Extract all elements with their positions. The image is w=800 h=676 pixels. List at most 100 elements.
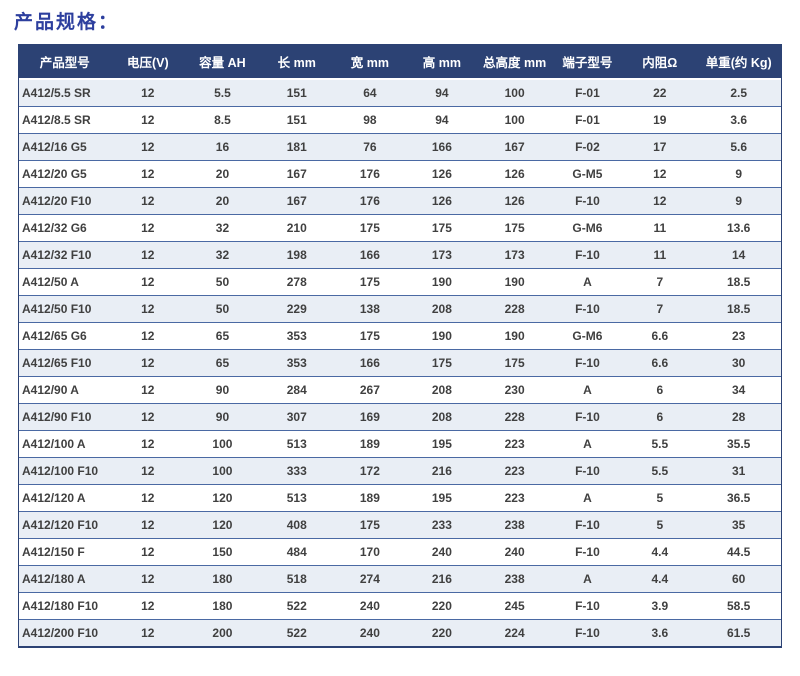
cell-model: A412/100 F10 [22, 463, 99, 478]
cell-resistance: 11 [653, 220, 667, 235]
cell-voltage: 12 [141, 328, 155, 343]
cell-height: 190 [431, 328, 452, 343]
cell-length: 284 [286, 382, 307, 397]
cell-total-height: 245 [504, 598, 525, 613]
cell-capacity: 20 [215, 193, 230, 208]
cell-resistance: 6.6 [651, 328, 669, 343]
cell-length: 518 [286, 571, 307, 586]
table-row: A412/20 F10 12 20 167 176 126 126 F-10 12 9 [19, 187, 781, 214]
cell-width: 175 [359, 220, 380, 235]
cell-weight: 9 [735, 193, 743, 208]
cell-width: 240 [359, 598, 380, 613]
table-row: A412/65 F10 12 65 353 166 175 175 F-10 6.6 30 [19, 349, 781, 376]
cell-capacity: 200 [212, 625, 233, 640]
cell-terminal: A [583, 571, 592, 586]
cell-height: 175 [431, 355, 452, 370]
cell-terminal: F-10 [575, 193, 600, 208]
cell-capacity: 20 [215, 166, 230, 181]
cell-weight: 36.5 [727, 490, 751, 505]
cell-length: 513 [286, 436, 307, 451]
cell-model: A412/180 F10 [22, 598, 99, 613]
table-row: A412/20 G5 12 20 167 176 126 126 G-M5 12 9 [19, 160, 781, 187]
cell-voltage: 12 [141, 220, 155, 235]
cell-resistance: 12 [653, 193, 667, 208]
cell-height: 233 [431, 517, 452, 532]
table-row: A412/8.5 SR 12 8.5 151 98 94 100 F-01 19 3.6 [19, 106, 781, 133]
cell-total-height: 238 [504, 571, 525, 586]
cell-resistance: 3.6 [651, 625, 669, 640]
cell-voltage: 12 [141, 382, 155, 397]
cell-length: 408 [286, 517, 307, 532]
cell-height: 126 [431, 193, 452, 208]
cell-terminal: G-M6 [572, 328, 603, 343]
cell-capacity: 50 [215, 274, 230, 289]
cell-capacity: 90 [215, 409, 230, 424]
col-header-resistance: 内阻Ω [623, 45, 697, 80]
cell-capacity: 65 [215, 328, 230, 343]
cell-height: 190 [431, 274, 452, 289]
cell-height: 173 [431, 247, 452, 262]
cell-voltage: 12 [141, 409, 155, 424]
col-header-voltage: 电压(V) [110, 45, 186, 80]
cell-weight: 5.6 [730, 139, 748, 154]
table-row: A412/120 A 12 120 513 189 195 223 A 5 36.5 [19, 484, 781, 511]
cell-width: 98 [363, 112, 377, 127]
cell-total-height: 230 [504, 382, 525, 397]
cell-terminal: G-M6 [572, 220, 603, 235]
cell-terminal: F-10 [575, 598, 600, 613]
cell-resistance: 12 [653, 166, 667, 181]
cell-voltage: 12 [141, 355, 155, 370]
cell-total-height: 100 [504, 85, 525, 100]
cell-terminal: A [583, 274, 592, 289]
table-row: A412/90 A 12 90 284 267 208 230 A 6 34 [19, 376, 781, 403]
table-row: A412/16 G5 12 16 181 76 166 167 F-02 17 5.6 [19, 133, 781, 160]
cell-length: 198 [286, 247, 307, 262]
cell-weight: 9 [735, 166, 743, 181]
cell-total-height: 238 [504, 517, 525, 532]
cell-height: 208 [431, 301, 452, 316]
cell-length: 167 [286, 166, 307, 181]
cell-capacity: 100 [212, 436, 233, 451]
cell-height: 195 [431, 436, 452, 451]
cell-height: 216 [431, 463, 452, 478]
cell-weight: 35 [732, 517, 746, 532]
col-header-model: 产品型号 [19, 45, 111, 80]
cell-weight: 60 [732, 571, 746, 586]
cell-weight: 2.5 [730, 85, 748, 100]
cell-capacity: 90 [215, 382, 230, 397]
cell-total-height: 175 [504, 220, 525, 235]
col-header-height: 高 mm [406, 45, 478, 80]
cell-terminal: F-01 [575, 112, 600, 127]
cell-resistance: 6 [656, 409, 664, 424]
cell-model: A412/90 F10 [22, 409, 92, 424]
cell-voltage: 12 [141, 166, 155, 181]
cell-width: 138 [359, 301, 380, 316]
cell-height: 166 [431, 139, 452, 154]
cell-resistance: 5.5 [651, 436, 669, 451]
cell-width: 240 [359, 625, 380, 640]
cell-model: A412/120 A [22, 490, 86, 505]
cell-width: 76 [363, 139, 377, 154]
spec-table-container: 产品型号 电压(V) 容量 AH 长 mm 宽 mm 高 mm 总高度 mm 端… [18, 44, 782, 648]
col-header-weight: 单重(约 Kg) [696, 45, 781, 80]
cell-width: 175 [359, 517, 380, 532]
page-title: 产品规格： [14, 11, 120, 33]
cell-capacity: 50 [215, 301, 230, 316]
cell-voltage: 12 [141, 193, 155, 208]
product-spec-page: 产品规格： 产品型号 电压(V) 容量 AH 长 mm 宽 mm 高 mm 总高… [0, 9, 800, 648]
col-header-capacity: 容量 AH [185, 45, 260, 80]
cell-terminal: F-02 [575, 139, 600, 154]
cell-terminal: A [583, 382, 592, 397]
cell-total-height: 228 [504, 409, 525, 424]
cell-total-height: 100 [504, 112, 525, 127]
cell-model: A412/200 F10 [22, 625, 99, 640]
cell-width: 64 [363, 85, 377, 100]
header-row: 产品型号 电压(V) 容量 AH 长 mm 宽 mm 高 mm 总高度 mm 端… [19, 45, 781, 80]
cell-resistance: 7 [656, 274, 664, 289]
cell-voltage: 12 [141, 274, 155, 289]
table-row: A412/50 A 12 50 278 175 190 190 A 7 18.5 [19, 268, 781, 295]
cell-capacity: 100 [212, 463, 233, 478]
cell-terminal: A [583, 436, 592, 451]
cell-terminal: F-10 [575, 544, 600, 559]
cell-voltage: 12 [141, 112, 155, 127]
